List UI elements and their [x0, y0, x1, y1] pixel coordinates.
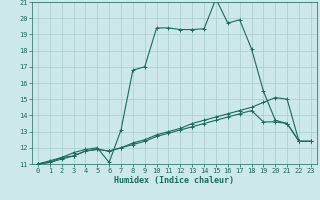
- X-axis label: Humidex (Indice chaleur): Humidex (Indice chaleur): [115, 176, 234, 185]
